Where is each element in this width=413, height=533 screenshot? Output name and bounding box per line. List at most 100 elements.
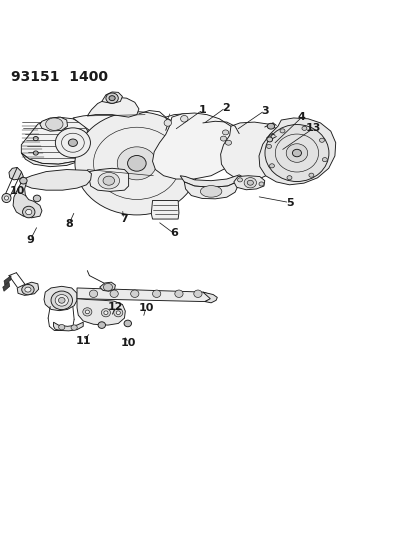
Polygon shape <box>102 92 122 103</box>
Text: 2: 2 <box>221 103 229 112</box>
Text: 4: 4 <box>297 112 305 122</box>
Text: 8: 8 <box>65 220 72 229</box>
Ellipse shape <box>259 182 263 186</box>
Ellipse shape <box>319 138 324 142</box>
Polygon shape <box>259 118 335 185</box>
Ellipse shape <box>200 185 221 197</box>
Ellipse shape <box>26 209 32 215</box>
Ellipse shape <box>292 149 301 157</box>
Polygon shape <box>152 113 239 179</box>
Polygon shape <box>77 298 125 325</box>
Polygon shape <box>40 117 67 131</box>
Ellipse shape <box>89 290 97 297</box>
Ellipse shape <box>85 310 89 314</box>
Ellipse shape <box>75 112 198 215</box>
Ellipse shape <box>114 309 123 317</box>
Ellipse shape <box>22 206 35 218</box>
Polygon shape <box>180 175 242 187</box>
Text: 11: 11 <box>75 336 91 346</box>
Ellipse shape <box>98 172 119 189</box>
Ellipse shape <box>124 320 131 327</box>
Ellipse shape <box>180 116 188 122</box>
Text: 1: 1 <box>199 104 206 115</box>
Polygon shape <box>44 286 77 311</box>
Ellipse shape <box>62 151 67 155</box>
Ellipse shape <box>193 290 202 297</box>
Ellipse shape <box>116 311 120 314</box>
Ellipse shape <box>220 136 226 141</box>
Polygon shape <box>89 168 128 191</box>
Ellipse shape <box>152 290 160 297</box>
Polygon shape <box>87 98 139 117</box>
Text: 93151  1400: 93151 1400 <box>11 70 108 84</box>
Text: 5: 5 <box>285 198 293 207</box>
Text: 7: 7 <box>119 214 127 224</box>
Ellipse shape <box>62 132 67 136</box>
Ellipse shape <box>247 180 253 185</box>
Ellipse shape <box>110 290 118 297</box>
Polygon shape <box>100 282 115 291</box>
Polygon shape <box>3 282 10 291</box>
Ellipse shape <box>222 130 228 135</box>
Ellipse shape <box>22 285 34 295</box>
Ellipse shape <box>33 195 40 201</box>
Ellipse shape <box>266 137 272 142</box>
Polygon shape <box>13 180 42 218</box>
Ellipse shape <box>20 177 27 184</box>
Ellipse shape <box>237 178 242 182</box>
Ellipse shape <box>225 140 231 145</box>
Polygon shape <box>73 115 176 176</box>
Text: 10: 10 <box>138 303 153 313</box>
Text: 13: 13 <box>305 123 320 133</box>
Ellipse shape <box>308 173 313 177</box>
Ellipse shape <box>98 322 105 328</box>
Ellipse shape <box>269 164 274 168</box>
Ellipse shape <box>71 325 77 330</box>
Text: 9: 9 <box>26 235 34 245</box>
Ellipse shape <box>45 118 63 131</box>
Polygon shape <box>9 167 23 180</box>
Polygon shape <box>202 292 217 303</box>
Ellipse shape <box>117 147 156 180</box>
Ellipse shape <box>286 176 291 180</box>
Polygon shape <box>233 176 264 190</box>
Polygon shape <box>53 322 83 331</box>
Ellipse shape <box>83 308 92 316</box>
Ellipse shape <box>244 177 256 188</box>
Ellipse shape <box>103 176 114 185</box>
Polygon shape <box>184 182 237 199</box>
Ellipse shape <box>131 290 139 297</box>
Ellipse shape <box>322 158 327 161</box>
Text: 6: 6 <box>170 229 178 238</box>
Ellipse shape <box>58 297 65 303</box>
Ellipse shape <box>127 156 146 171</box>
Ellipse shape <box>33 136 38 141</box>
Polygon shape <box>17 282 38 295</box>
Ellipse shape <box>5 196 9 200</box>
Ellipse shape <box>55 295 68 306</box>
Ellipse shape <box>2 193 11 203</box>
Ellipse shape <box>106 93 118 103</box>
Polygon shape <box>21 147 87 167</box>
Text: 10: 10 <box>9 187 25 196</box>
Ellipse shape <box>264 125 328 182</box>
Ellipse shape <box>279 129 284 133</box>
Ellipse shape <box>104 311 108 314</box>
Polygon shape <box>220 122 284 180</box>
Ellipse shape <box>25 287 31 292</box>
Ellipse shape <box>51 291 72 310</box>
Ellipse shape <box>103 284 112 291</box>
Ellipse shape <box>285 144 307 163</box>
Ellipse shape <box>301 126 306 131</box>
Ellipse shape <box>109 96 115 101</box>
Ellipse shape <box>164 119 171 126</box>
Ellipse shape <box>68 139 77 147</box>
Ellipse shape <box>33 151 38 155</box>
Polygon shape <box>151 200 178 219</box>
Ellipse shape <box>267 123 274 129</box>
Ellipse shape <box>174 290 183 297</box>
Text: 10: 10 <box>121 338 136 348</box>
Ellipse shape <box>59 325 65 330</box>
Ellipse shape <box>101 309 110 317</box>
Polygon shape <box>4 276 11 285</box>
